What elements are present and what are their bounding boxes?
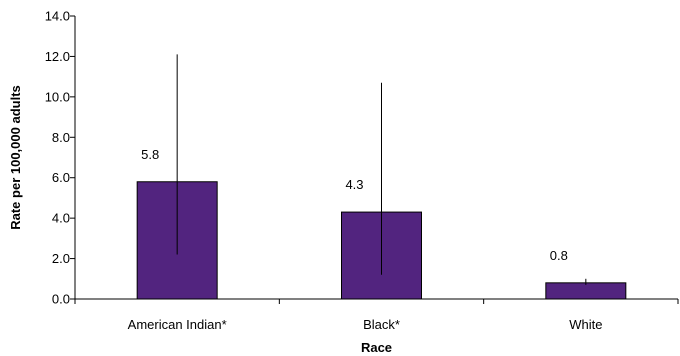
x-axis-title: Race [361, 340, 392, 355]
y-tick-label: 14.0 [45, 9, 70, 24]
y-axis-ticks: 0.0 2.0 4.0 6.0 8.0 10.0 12.0 14.0 [45, 9, 75, 307]
error-bars [176, 54, 587, 285]
y-tick-label: 12.0 [45, 49, 70, 64]
y-tick-label: 4.0 [52, 211, 70, 226]
data-label: 4.3 [345, 177, 363, 192]
data-labels: 5.8 4.3 0.8 [141, 147, 568, 263]
x-axis-ticks: American Indian* Black* White [74, 299, 679, 332]
data-label: 0.8 [550, 248, 568, 263]
y-tick-label: 8.0 [52, 130, 70, 145]
x-tick-label: Black* [363, 317, 400, 332]
bar [545, 282, 627, 300]
y-tick-label: 6.0 [52, 170, 70, 185]
y-tick-label: 0.0 [52, 292, 70, 307]
y-tick-label: 10.0 [45, 89, 70, 104]
y-tick-label: 2.0 [52, 251, 70, 266]
x-tick-label: American Indian* [128, 317, 227, 332]
x-tick-label: White [569, 317, 602, 332]
data-label: 5.8 [141, 147, 159, 162]
y-axis-title: Rate per 100,000 adults [8, 85, 23, 230]
